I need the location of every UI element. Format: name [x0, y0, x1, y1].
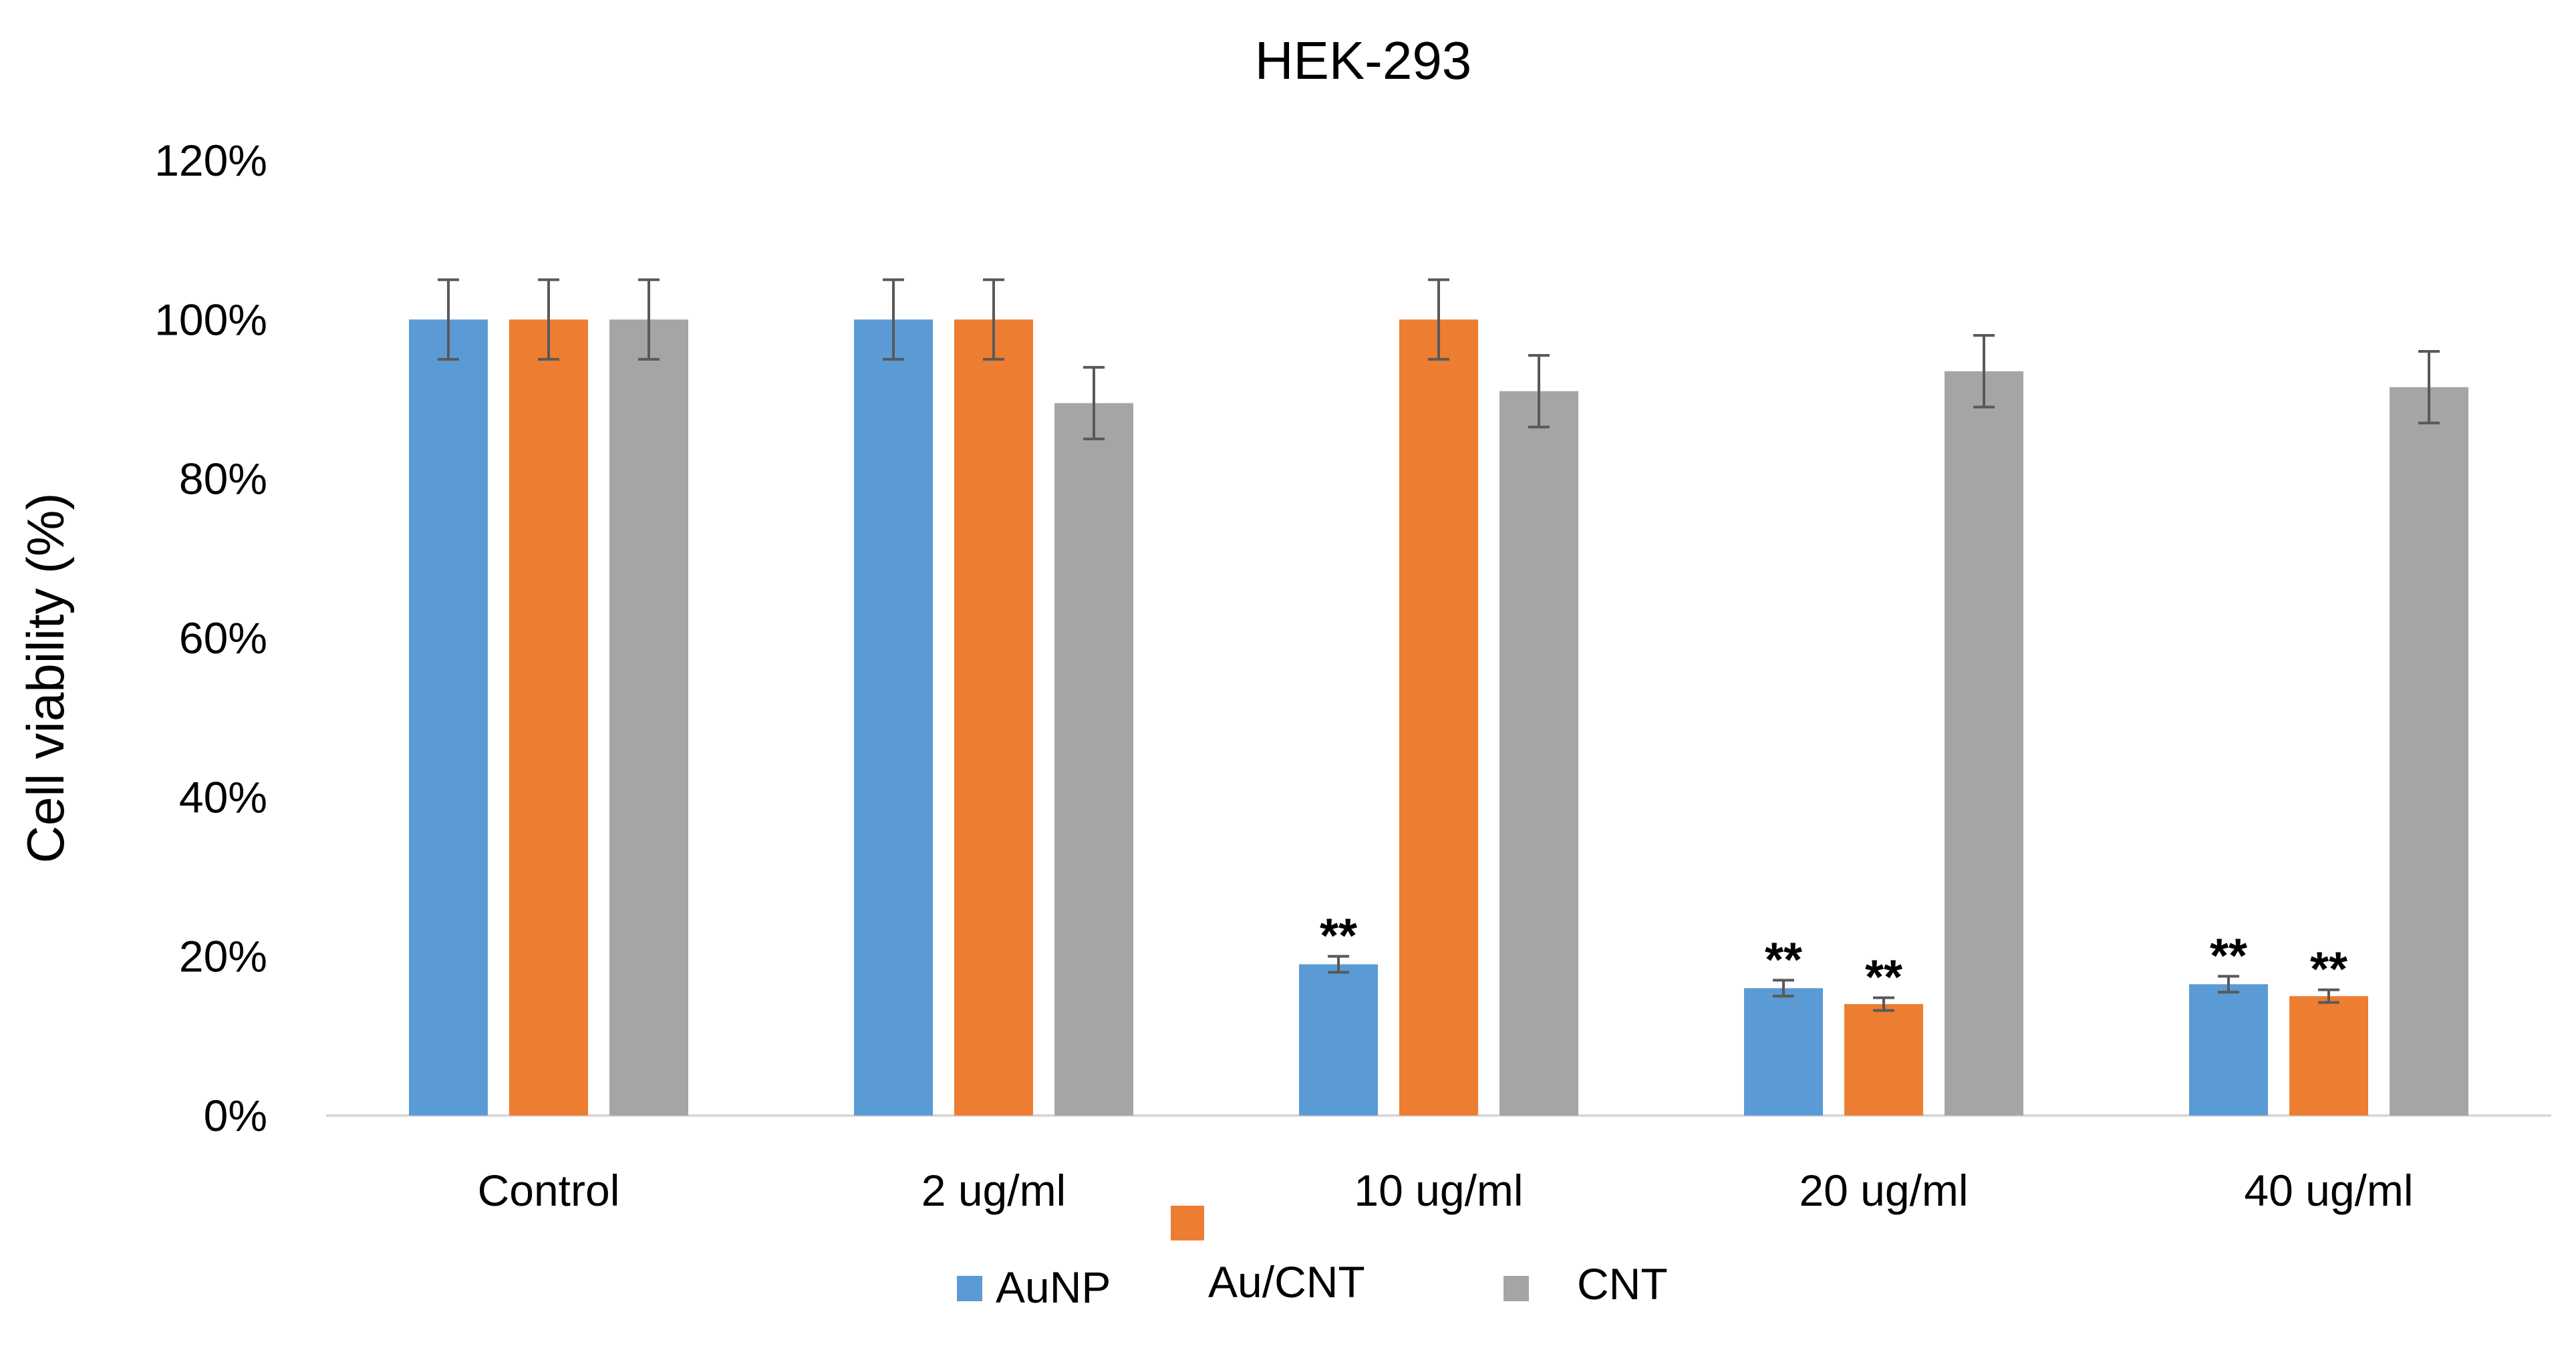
y-tick-label: 100% — [154, 295, 267, 344]
bar — [854, 319, 933, 1116]
bar — [509, 319, 588, 1116]
legend: AuNP Au/CNT CNT — [957, 1206, 1668, 1312]
y-tick-label: 40% — [179, 772, 267, 822]
y-axis-label: Cell viability (%) — [16, 493, 75, 864]
y-tick-label: 0% — [204, 1091, 267, 1140]
error-bar — [1328, 955, 1349, 974]
legend-swatch-cnt — [1504, 1276, 1529, 1301]
error-bar — [1773, 979, 1794, 998]
y-tick-label: 60% — [179, 613, 267, 663]
error-bar — [1428, 278, 1449, 361]
y-tick-label: 80% — [179, 454, 267, 504]
bar — [2390, 387, 2468, 1116]
bars — [409, 319, 2468, 1116]
legend-label-aunp: AuNP — [996, 1263, 1111, 1312]
error-bar — [1083, 365, 1105, 441]
bar — [609, 319, 688, 1116]
category-labels: Control 2 ug/ml 10 ug/ml 20 ug/ml 40 ug/ml — [478, 1166, 2414, 1215]
significance-label: ** — [2210, 929, 2247, 983]
legend-label-cnt: CNT — [1577, 1259, 1668, 1309]
category-label: Control — [478, 1166, 620, 1215]
error-bar — [538, 278, 559, 361]
bar — [2289, 996, 2368, 1116]
bar — [1054, 403, 1133, 1116]
error-bar — [638, 278, 660, 361]
significance-label: ** — [2310, 943, 2347, 997]
significance-label: ** — [1865, 951, 1902, 1005]
bar — [2189, 984, 2268, 1116]
bar — [1744, 988, 1823, 1116]
error-bar — [1873, 996, 1894, 1012]
bar — [1844, 1004, 1923, 1116]
legend-swatch-aunp — [957, 1276, 982, 1301]
error-bar — [2318, 988, 2339, 1004]
error-bar — [438, 278, 459, 361]
error-bar — [2218, 975, 2239, 994]
category-label: 2 ug/ml — [921, 1166, 1066, 1215]
significance-labels: ** ** ** ** ** — [1320, 910, 2347, 1005]
error-bar — [2418, 350, 2440, 425]
y-axis-ticks: 0% 20% 40% 60% 80% 100% 120% — [154, 136, 267, 1140]
category-label: 10 ug/ml — [1354, 1166, 1523, 1215]
significance-label: ** — [1320, 910, 1357, 963]
y-tick-label: 20% — [179, 932, 267, 981]
bar — [954, 319, 1033, 1116]
legend-swatch-au-cnt — [1171, 1206, 1204, 1240]
chart-title: HEK-293 — [1255, 31, 1472, 90]
category-label: 40 ug/ml — [2244, 1166, 2413, 1215]
bar — [1499, 391, 1578, 1116]
bar — [1299, 964, 1378, 1116]
error-bar — [983, 278, 1004, 361]
bar — [409, 319, 488, 1116]
significance-label: ** — [1765, 933, 1802, 987]
legend-label-au-cnt: Au/CNT — [1208, 1257, 1365, 1307]
category-label: 20 ug/ml — [1799, 1166, 1968, 1215]
bar — [1945, 371, 2023, 1116]
error-bars — [438, 278, 2440, 1012]
error-bar — [883, 278, 904, 361]
y-tick-label: 120% — [154, 136, 267, 185]
error-bar — [1973, 334, 1995, 409]
bar — [1399, 319, 1478, 1116]
error-bar — [1528, 353, 1550, 429]
